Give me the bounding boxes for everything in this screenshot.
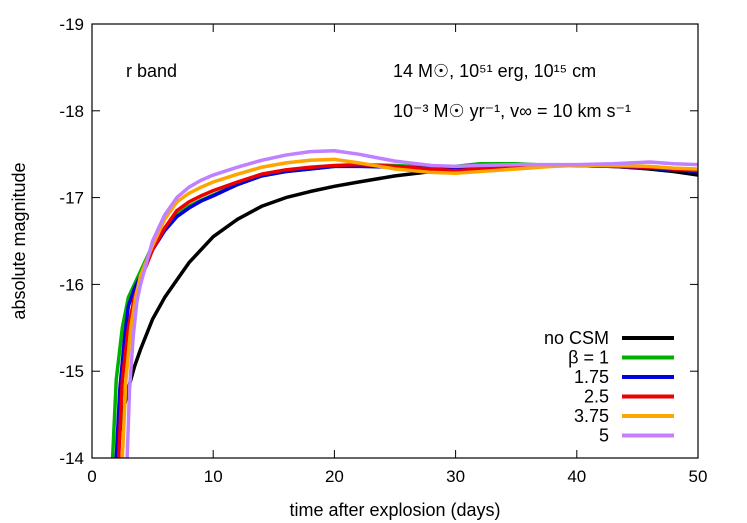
legend-label: 2.5 <box>584 387 609 407</box>
series-line-4 <box>120 157 698 458</box>
y-tick-label: -14 <box>59 449 84 468</box>
x-tick-label: 10 <box>204 467 223 486</box>
x-tick-label: 0 <box>87 467 96 486</box>
y-tick-label: -15 <box>59 362 84 381</box>
tick-labels-layer: 0 10 20 30 40 50 -14 -15 -16 -17 -18 -19 <box>59 15 707 486</box>
x-tick-label: 50 <box>689 467 708 486</box>
legend-label: 1.75 <box>574 367 609 387</box>
series-line-1 <box>110 162 698 458</box>
series-line-3 <box>116 162 698 458</box>
model-parameters-line-1: 14 M☉, 10⁵¹ erg, 10¹⁵ cm <box>393 61 596 81</box>
x-axis-label: time after explosion (days) <box>289 500 500 520</box>
band-annotation: r band <box>126 61 177 81</box>
series-line-0 <box>114 163 698 458</box>
y-tick-label: -18 <box>59 102 84 121</box>
plot-frame <box>91 23 699 459</box>
legend-label: 3.75 <box>574 406 609 426</box>
series-line-5 <box>125 148 698 458</box>
x-tick-label: 20 <box>325 467 344 486</box>
x-tick-label: 30 <box>446 467 465 486</box>
legend-label: no CSM <box>544 328 609 348</box>
y-axis-label: absolute magnitude <box>9 162 29 319</box>
legend-label: 5 <box>599 426 609 446</box>
y-tick-label: -17 <box>59 189 84 208</box>
legend-label: β = 1 <box>568 348 609 368</box>
series-line-2 <box>114 163 698 458</box>
x-tick-label: 40 <box>567 467 586 486</box>
series-layer <box>110 148 698 458</box>
y-tick-label: -19 <box>59 15 84 34</box>
y-tick-label: -16 <box>59 275 84 294</box>
model-parameters-line-2: 10⁻³ M☉ yr⁻¹, v∞ = 10 km s⁻¹ <box>393 101 631 121</box>
